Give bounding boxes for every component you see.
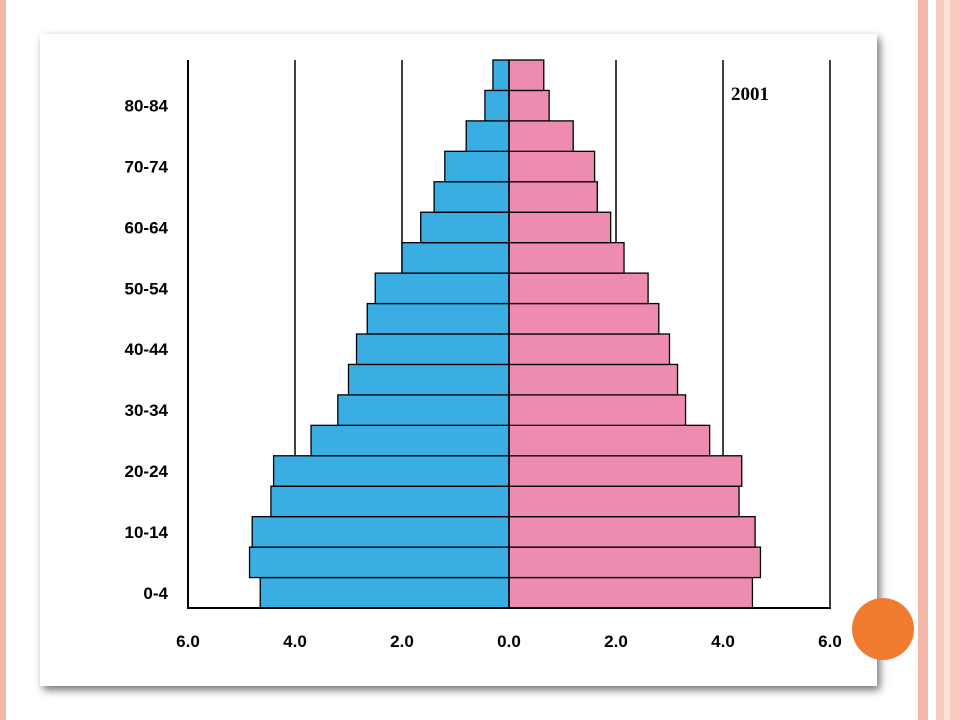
population-pyramid-card: 6.0 4.0 2.0 0.0 2.0 4.0 6.0 0-4 10-14 20-24 30-34 4… [40, 34, 877, 686]
bar-left [444, 150, 510, 183]
bar-right [508, 211, 612, 244]
y-tick-label: 70-74 [125, 158, 169, 177]
bar-right [508, 363, 679, 396]
x-tick-label: 6.0 [818, 632, 842, 651]
population-pyramid-chart: 6.0 4.0 2.0 0.0 2.0 4.0 6.0 0-4 10-14 20-24 30-34 4… [125, 59, 842, 651]
bar-left [433, 181, 510, 213]
x-tick-label: 6.0 [176, 632, 200, 651]
decorative-orange-dot [852, 598, 914, 660]
x-tick-label: 4.0 [711, 632, 735, 651]
bar-left [374, 272, 510, 305]
bar-left [492, 59, 510, 92]
bar-right [508, 242, 625, 274]
bars [248, 59, 762, 609]
bar-left [465, 120, 510, 152]
slide-frame-right-inner [944, 0, 950, 720]
bar-left [347, 363, 510, 396]
bar-right [508, 516, 756, 548]
slide-frame-right-stripe [918, 0, 928, 720]
bar-left [337, 394, 510, 426]
bar-left [259, 576, 510, 609]
bar-right [508, 455, 743, 487]
y-tick-label: 20-24 [125, 462, 169, 481]
bar-left [420, 211, 510, 244]
bar-right [508, 424, 711, 457]
bar-right [508, 576, 754, 609]
bar-left [484, 89, 510, 122]
bar-right [508, 546, 762, 579]
tick-labels: 6.0 4.0 2.0 0.0 2.0 4.0 6.0 0-4 10-14 20-24 30-34 4… [125, 97, 842, 651]
bar-right [508, 485, 740, 518]
bar-left [401, 242, 510, 274]
slide-frame-left [0, 0, 6, 720]
bar-right [508, 89, 550, 122]
bar-left [310, 424, 510, 457]
bar-left [251, 516, 510, 548]
y-tick-label: 0-4 [143, 584, 168, 603]
y-tick-label: 80-84 [125, 97, 169, 116]
bar-right [508, 181, 598, 213]
bar-right [508, 272, 649, 305]
bar-left [270, 485, 510, 518]
year-label: 2001 [731, 84, 769, 105]
bar-right [508, 59, 545, 92]
x-tick-label: 0.0 [497, 632, 521, 651]
x-tick-label: 4.0 [283, 632, 307, 651]
x-tick-label: 2.0 [390, 632, 414, 651]
y-tick-label: 30-34 [125, 401, 169, 420]
y-tick-label: 60-64 [125, 218, 169, 237]
bar-left [272, 455, 510, 487]
axes [187, 60, 831, 609]
bar-right [508, 394, 687, 426]
bar-left [355, 333, 510, 366]
bar-left [248, 546, 510, 579]
bar-right [508, 302, 660, 335]
bar-right [508, 333, 671, 366]
y-tick-label: 40-44 [125, 340, 169, 359]
y-tick-label: 50-54 [125, 279, 169, 298]
bar-right [508, 120, 574, 152]
bar-left [366, 302, 510, 335]
bar-right [508, 150, 596, 183]
y-tick-label: 10-14 [125, 523, 169, 542]
x-tick-label: 2.0 [604, 632, 628, 651]
